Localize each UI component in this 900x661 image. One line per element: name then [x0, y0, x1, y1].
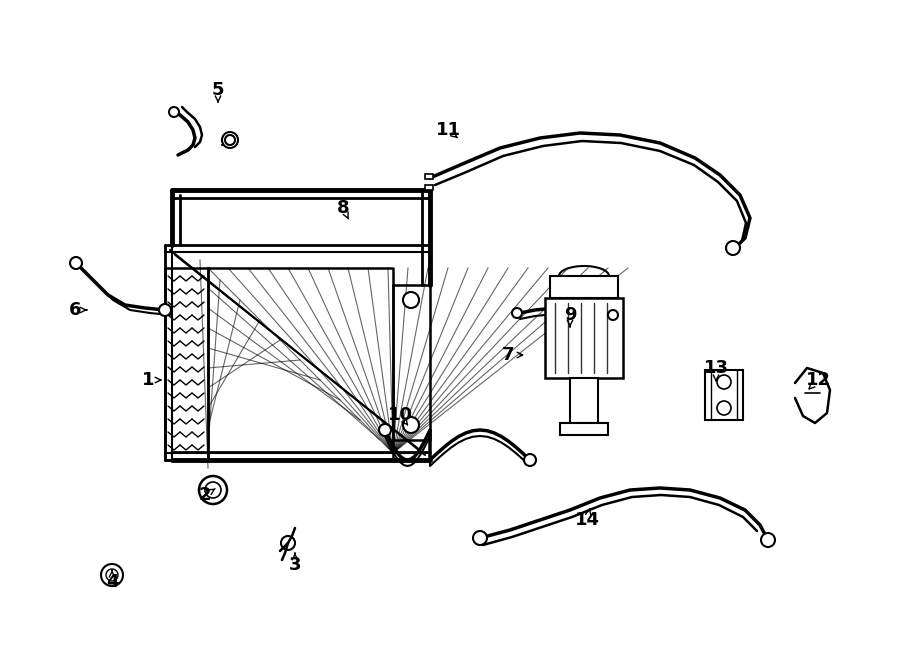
Circle shape	[726, 241, 740, 255]
Circle shape	[222, 132, 238, 148]
Circle shape	[761, 533, 775, 547]
Circle shape	[199, 476, 227, 504]
Text: 13: 13	[704, 359, 728, 377]
Text: 5: 5	[212, 81, 224, 99]
Bar	[550, 276, 618, 298]
Circle shape	[225, 135, 235, 145]
Bar	[545, 298, 623, 378]
Text: 8: 8	[337, 199, 349, 217]
Text: 12: 12	[806, 371, 831, 389]
Circle shape	[512, 308, 522, 318]
Circle shape	[403, 417, 419, 433]
Text: 14: 14	[574, 511, 599, 529]
Circle shape	[205, 482, 221, 498]
Bar	[560, 423, 608, 435]
Text: 4: 4	[106, 573, 118, 591]
Text: 3: 3	[289, 556, 302, 574]
Circle shape	[169, 107, 179, 117]
Circle shape	[106, 569, 118, 581]
Text: 2: 2	[199, 486, 212, 504]
Bar	[425, 185, 433, 190]
Circle shape	[281, 536, 295, 550]
Bar	[425, 174, 433, 179]
Text: 11: 11	[436, 121, 461, 139]
Circle shape	[403, 292, 419, 308]
Bar	[705, 370, 743, 420]
Text: 10: 10	[388, 406, 412, 424]
Text: 1: 1	[142, 371, 154, 389]
Circle shape	[101, 564, 123, 586]
Circle shape	[608, 310, 618, 320]
Text: 6: 6	[68, 301, 81, 319]
Circle shape	[717, 401, 731, 415]
Text: 7: 7	[502, 346, 514, 364]
Circle shape	[473, 531, 487, 545]
Circle shape	[524, 454, 536, 466]
Circle shape	[379, 424, 391, 436]
Circle shape	[717, 375, 731, 389]
Circle shape	[159, 304, 171, 316]
Bar	[570, 378, 598, 423]
Text: 9: 9	[563, 306, 576, 324]
Circle shape	[70, 257, 82, 269]
